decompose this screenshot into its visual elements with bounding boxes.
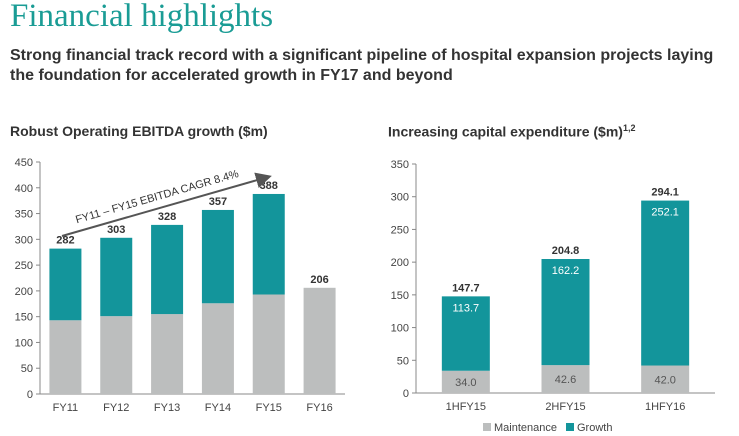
total-value-label: 204.8 [552, 245, 580, 257]
y-tick-label: 250 [391, 224, 409, 236]
x-tick-label: FY11 [53, 402, 78, 414]
segment-value-label: 252.1 [651, 207, 679, 219]
total-value-label: 328 [158, 211, 176, 223]
total-value-label: 388 [260, 180, 278, 192]
bar-segment [541, 365, 590, 393]
y-tick-label: 100 [15, 337, 33, 349]
bar-segment [201, 209, 234, 304]
total-value-label: 303 [107, 224, 125, 236]
y-tick-label: 200 [391, 257, 409, 269]
bar-segment [49, 320, 82, 394]
ebitda-chart-title: Robust Operating EBITDA growth ($m) [10, 123, 268, 139]
bar-segment [100, 316, 133, 394]
page-subtitle: Strong financial track record with a sig… [10, 47, 714, 84]
chart-legend: Maintenance Growth [483, 422, 612, 434]
y-tick-label: 50 [21, 363, 33, 375]
y-tick-label: 100 [391, 323, 409, 335]
bar-segment [252, 193, 285, 295]
bar-segment [641, 200, 690, 366]
bar-segment [303, 287, 336, 394]
chart-0: 0 50 100 150 200 250 300 350 400 450 282 FY11 303 FY1… [15, 157, 345, 414]
y-tick-label: 150 [391, 290, 409, 302]
y-tick-label: 200 [15, 286, 33, 298]
legend-label: Growth [577, 422, 612, 434]
capex-chart-footnote: 1,2 [622, 123, 636, 133]
bar-segment [252, 294, 285, 394]
y-tick-label: 350 [391, 159, 409, 171]
x-tick-label: 1HFY16 [645, 401, 685, 413]
segment-value-label: 42.0 [654, 374, 675, 386]
bar-segment [100, 237, 133, 317]
segment-value-label: 113.7 [452, 302, 479, 314]
x-tick-label: FY12 [103, 402, 129, 414]
y-tick-label: 250 [15, 260, 33, 272]
total-value-label: 282 [56, 235, 74, 247]
y-tick-label: 0 [403, 388, 409, 400]
x-tick-label: FY15 [256, 402, 282, 414]
y-tick-label: 150 [15, 312, 33, 324]
y-tick-label: 350 [15, 209, 33, 221]
bar-segment [49, 248, 82, 321]
legend-label: Maintenance [494, 422, 557, 434]
y-tick-label: 0 [27, 389, 33, 401]
bar-segment [441, 370, 490, 393]
total-value-label: 357 [209, 196, 227, 208]
segment-value-label: 34.0 [455, 377, 476, 389]
x-tick-label: FY16 [306, 402, 332, 414]
x-tick-label: FY13 [154, 402, 180, 414]
legend-swatch [483, 423, 491, 431]
y-tick-label: 450 [15, 157, 33, 169]
page-title: Financial highlights [10, 0, 274, 34]
total-value-label: 147.7 [452, 282, 480, 294]
cagr-arrow [61, 172, 272, 237]
bar-segment [541, 259, 590, 366]
bar-segment [441, 296, 490, 371]
y-tick-label: 50 [397, 355, 409, 367]
segment-value-label: 42.6 [555, 374, 576, 386]
y-tick-label: 300 [391, 192, 409, 204]
bar-segment [641, 365, 690, 393]
x-tick-label: 1HFY15 [446, 401, 486, 413]
legend-swatch [566, 423, 574, 431]
x-tick-label: 2HFY15 [545, 401, 585, 413]
capex-chart-heading: Increasing capital expenditure ($m)1,2 [388, 123, 635, 140]
bar-segment [151, 314, 184, 394]
x-tick-label: FY14 [205, 402, 231, 414]
chart-1: 0 50 100 150 200 250 300 350 34.0 113.7 147.7 1HFY1… [391, 159, 715, 413]
y-tick-label: 400 [15, 183, 33, 195]
total-value-label: 294.1 [651, 187, 679, 199]
bar-segment [151, 224, 184, 315]
capex-chart-title: Increasing capital expenditure ($m) [388, 123, 623, 140]
y-tick-label: 300 [15, 234, 33, 246]
segment-value-label: 162.2 [552, 265, 580, 277]
total-value-label: 206 [310, 274, 328, 286]
bar-segment [201, 303, 234, 394]
